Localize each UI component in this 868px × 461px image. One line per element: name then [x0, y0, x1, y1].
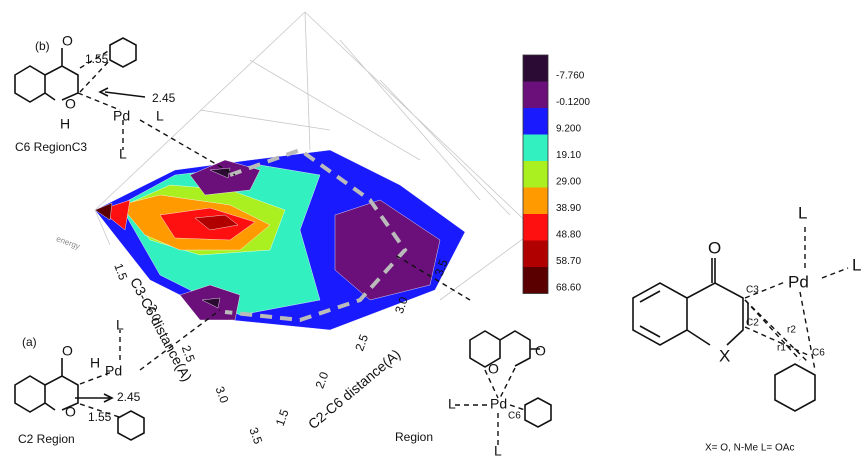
- atom: C3: [746, 285, 759, 296]
- y-tick-label: 1.5: [111, 261, 130, 282]
- atom: r1: [777, 343, 786, 354]
- distance: 1.55: [88, 410, 112, 424]
- atom: O: [535, 343, 546, 359]
- panel-label: (a): [22, 335, 37, 349]
- atom: L: [798, 203, 807, 222]
- atom: Pd: [490, 396, 507, 412]
- region-label: C2 Region: [18, 432, 75, 446]
- atom: L: [119, 146, 127, 162]
- atom: O: [62, 33, 73, 49]
- y-tick-label: 3.5: [246, 425, 265, 446]
- atom: O: [65, 404, 76, 420]
- colorbar-swatch: [523, 108, 548, 135]
- atom: L: [494, 443, 502, 459]
- atom: Pd: [788, 272, 809, 291]
- atom: L: [852, 255, 861, 274]
- atom: Pd: [105, 363, 122, 379]
- atom: Pd: [113, 108, 130, 124]
- colorbar-swatch: [523, 82, 548, 109]
- region-label: Region: [395, 430, 433, 444]
- region-label: C6 RegionC3: [15, 140, 87, 154]
- colorbar-label: -7.760: [556, 71, 585, 82]
- atom: O: [62, 343, 73, 359]
- colorbar-label: 38.90: [556, 203, 581, 214]
- atom: L: [448, 396, 456, 412]
- atom: C6: [508, 411, 521, 422]
- distance: 2.45: [117, 390, 141, 404]
- atom: L: [156, 108, 164, 124]
- colorbar-swatch: [523, 161, 548, 188]
- caption: X= O, N-Me L= OAc: [705, 443, 794, 454]
- atom: H: [60, 116, 70, 132]
- colorbar-label: 48.80: [556, 230, 581, 241]
- colorbar-label: 19.10: [556, 150, 581, 161]
- figure: (b) O O H Pd L L 1.55 2.45 C6 RegionC3 (…: [0, 0, 868, 461]
- colorbar-swatch: [523, 55, 548, 82]
- atom: O: [708, 238, 721, 257]
- atom: C6: [812, 348, 825, 359]
- atom: C2: [746, 318, 759, 329]
- x-tick-label: 2.0: [313, 370, 332, 391]
- distance: 2.45: [152, 91, 176, 105]
- atom: L: [116, 317, 124, 333]
- atom: X: [719, 346, 730, 365]
- structure-right: [633, 225, 848, 411]
- atom: O: [65, 96, 76, 112]
- x-tick-label: 1.5: [273, 407, 292, 428]
- atom: O: [488, 361, 499, 377]
- atom: H: [90, 355, 100, 371]
- atom: r2: [787, 325, 796, 336]
- z-axis-title: energy: [55, 234, 81, 251]
- colorbar-swatch: [523, 241, 548, 268]
- distance: 1.55: [85, 52, 109, 66]
- colorbar-label: 68.60: [556, 283, 581, 294]
- colorbar-swatch: [523, 188, 548, 215]
- colorbar-label: 9.200: [556, 124, 581, 135]
- panel-label: (b): [35, 39, 50, 53]
- x-tick-label: 2.5: [352, 332, 371, 353]
- colorbar-swatch: [523, 135, 548, 162]
- y-tick-label: 3.0: [213, 384, 232, 405]
- colorbar-swatch: [523, 214, 548, 241]
- colorbar-label: 58.70: [556, 256, 581, 267]
- colorbar-label: 29.00: [556, 177, 581, 188]
- colorbar-label: -0.1200: [556, 97, 590, 108]
- colorbar-swatch: [523, 267, 548, 294]
